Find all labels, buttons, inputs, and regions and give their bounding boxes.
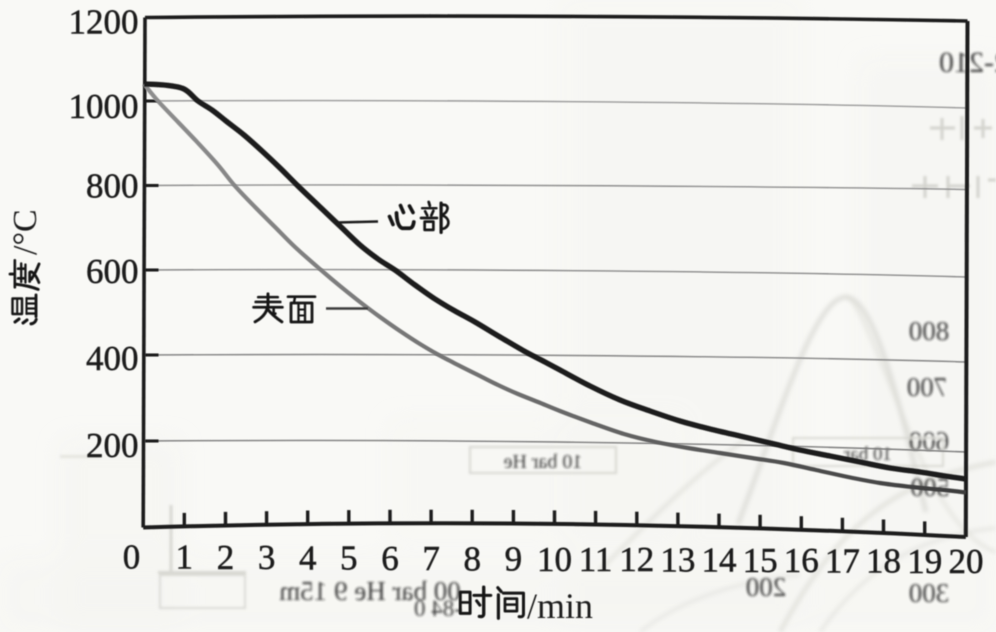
svg-text:8: 8 — [463, 539, 481, 578]
svg-text:17: 17 — [825, 541, 860, 580]
svg-text:5: 5 — [340, 539, 358, 578]
svg-text:1000: 1000 — [69, 87, 139, 126]
svg-text:700: 700 — [907, 372, 948, 402]
svg-text:11: 11 — [579, 540, 613, 579]
svg-text:12: 12 — [619, 540, 654, 579]
svg-text:800: 800 — [86, 167, 139, 206]
svg-text:14: 14 — [702, 541, 737, 580]
svg-text:9: 9 — [505, 540, 523, 579]
svg-text:19: 19 — [907, 542, 942, 581]
svg-text:300: 300 — [909, 578, 950, 608]
svg-text:10 bar He: 10 bar He — [503, 451, 582, 473]
svg-text:3: 3 — [258, 538, 276, 577]
svg-text:200: 200 — [746, 572, 787, 602]
svg-text:1: 1 — [176, 538, 194, 577]
svg-text:/min: /min — [527, 586, 593, 626]
svg-text:16: 16 — [784, 541, 819, 580]
svg-text:7: 7 — [422, 539, 440, 578]
svg-text:600: 600 — [86, 252, 139, 291]
svg-text:20: 20 — [949, 542, 984, 581]
svg-text:1200: 1200 — [69, 3, 139, 42]
svg-text:15: 15 — [743, 541, 778, 580]
svg-text:6: 6 — [381, 539, 399, 578]
svg-text:00 bar He 9 15m: 00 bar He 9 15m — [279, 576, 460, 606]
svg-text:2: 2 — [217, 538, 235, 577]
svg-text:200: 200 — [86, 426, 139, 465]
svg-text:13: 13 — [660, 540, 695, 579]
svg-text:-84 0: -84 0 — [414, 596, 462, 621]
svg-text:10: 10 — [537, 540, 572, 579]
svg-text:800: 800 — [909, 316, 950, 346]
svg-text:4: 4 — [299, 538, 317, 577]
svg-text:400: 400 — [86, 339, 139, 378]
svg-text:18: 18 — [866, 542, 901, 581]
svg-text:0: 0 — [123, 538, 141, 577]
svg-text:/°C: /°C — [7, 209, 44, 255]
